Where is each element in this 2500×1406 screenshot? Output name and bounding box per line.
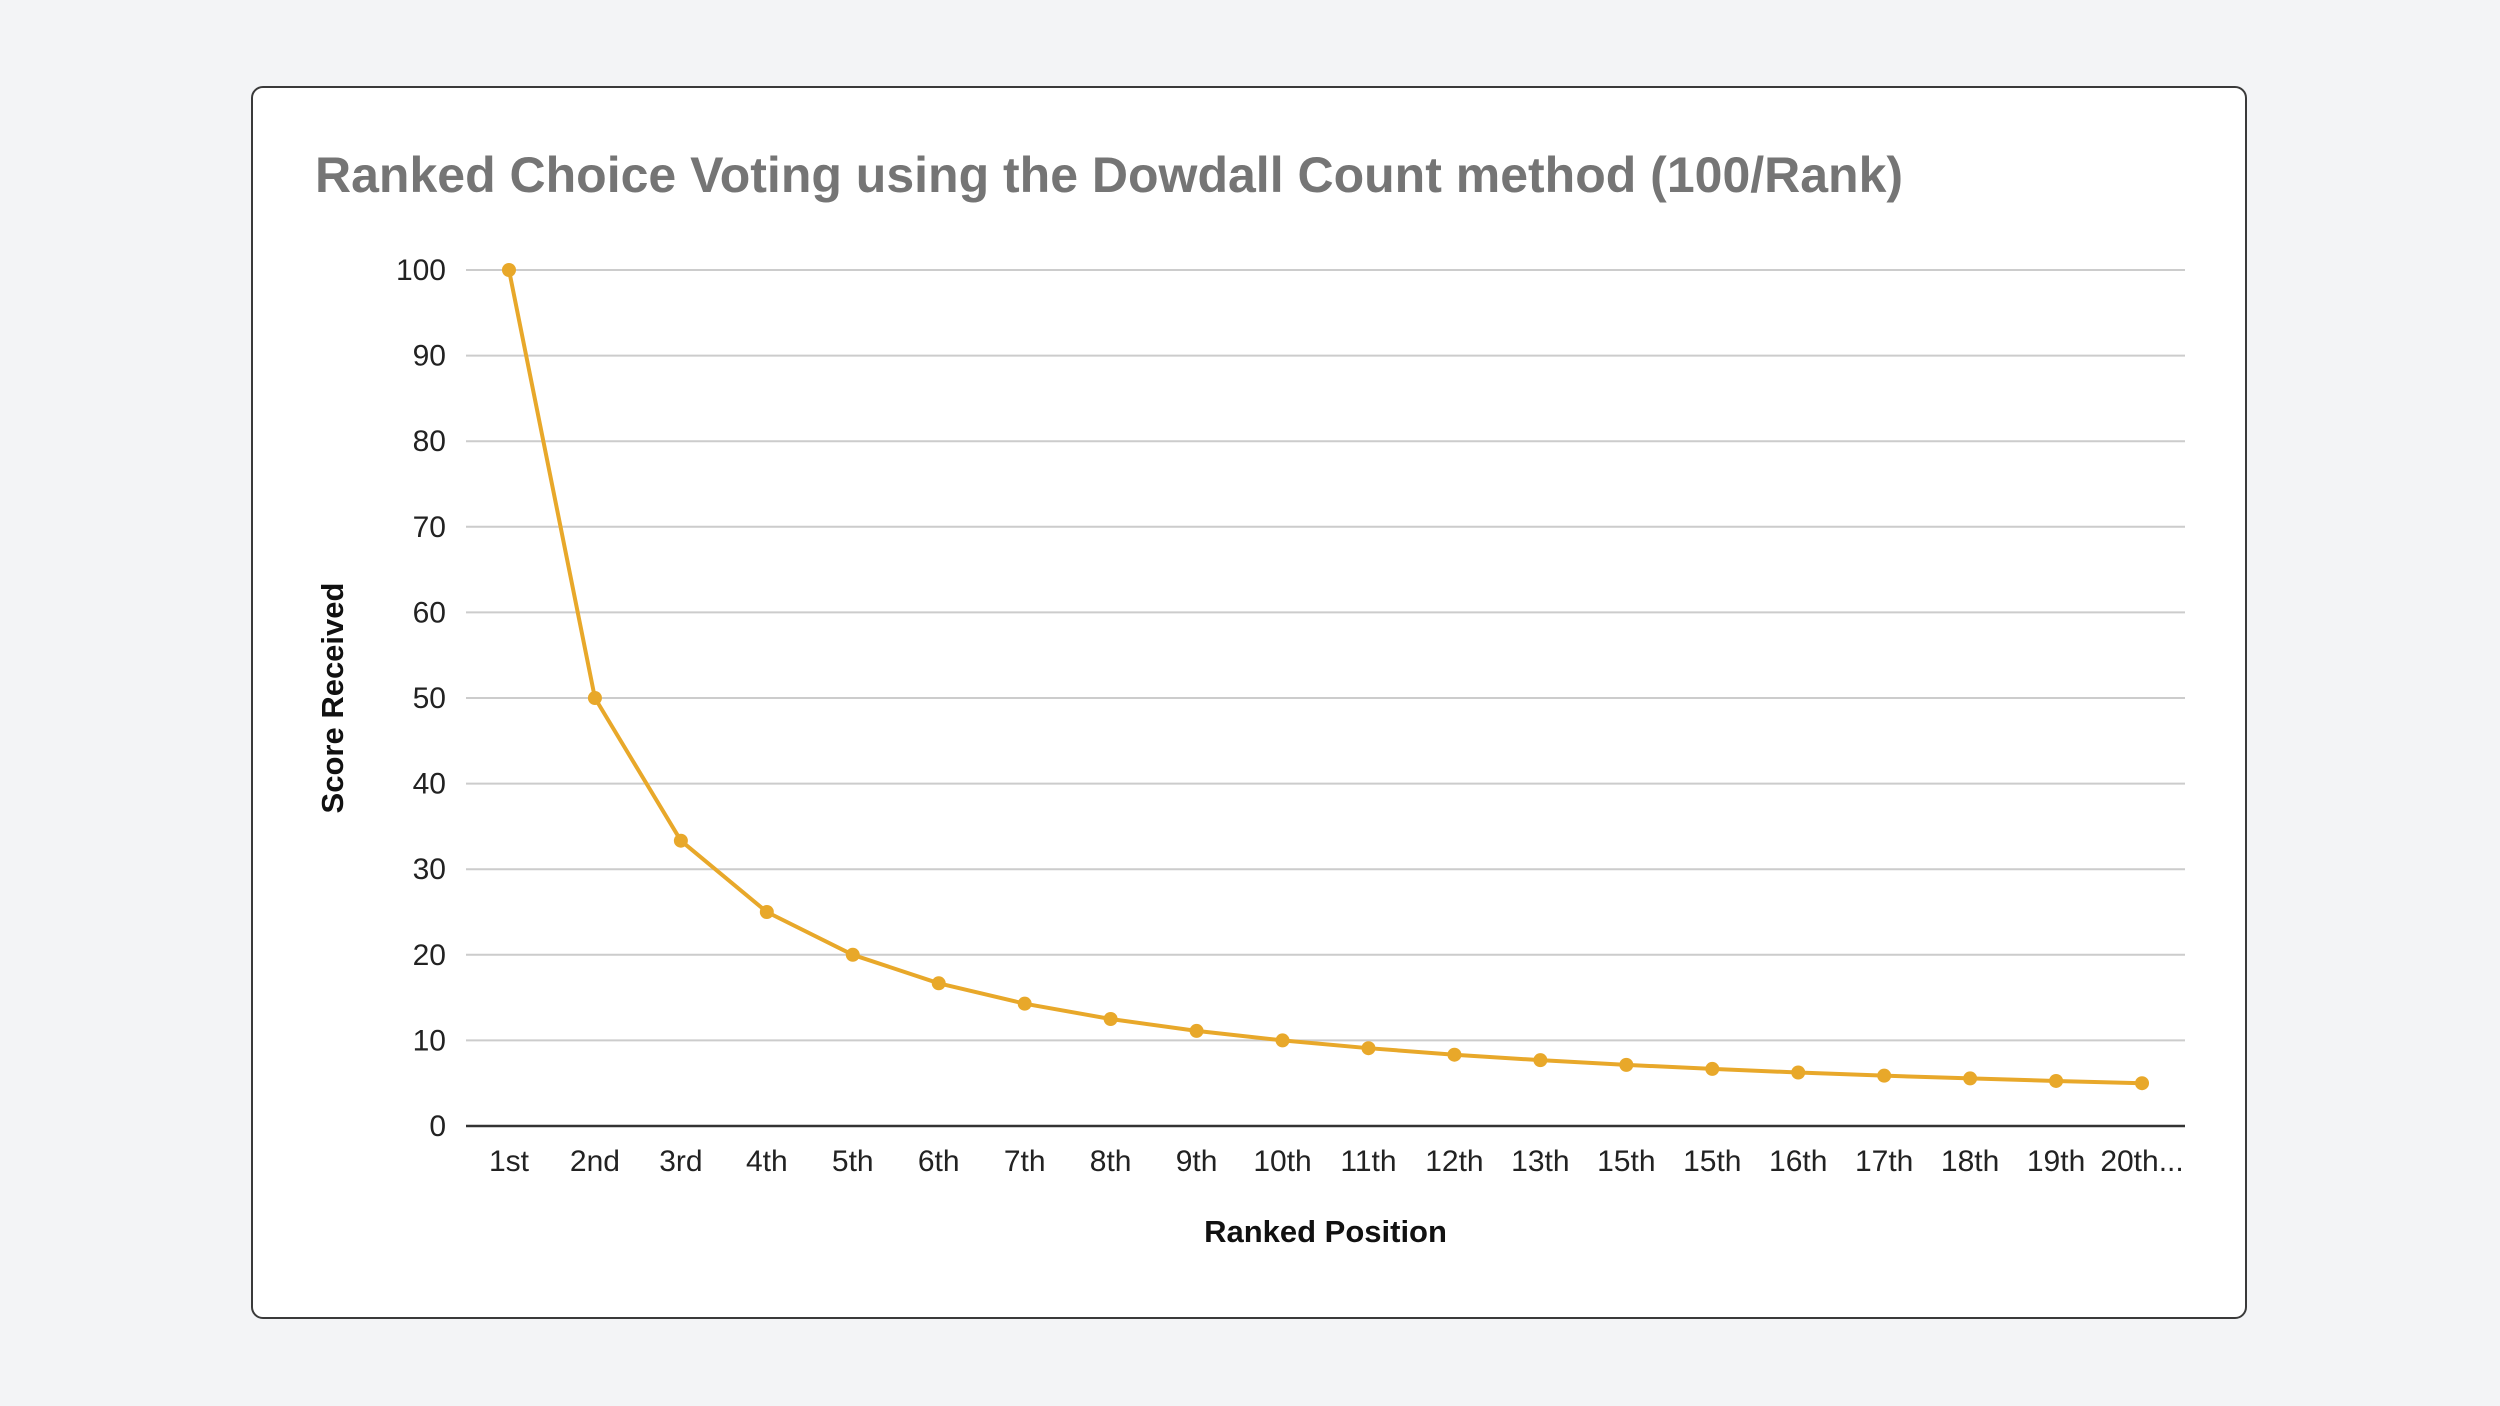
x-tick-label: 12th — [1425, 1145, 1483, 1178]
x-tick-label: 19th — [2027, 1145, 2085, 1178]
x-tick-label: 9th — [1176, 1145, 1218, 1178]
data-point — [1533, 1053, 1548, 1068]
data-point — [1791, 1065, 1806, 1080]
y-tick-label: 100 — [396, 254, 446, 287]
x-tick-label: 16th — [1769, 1145, 1827, 1178]
x-tick-label: 2nd — [570, 1145, 620, 1178]
x-tick-label: 15th — [1683, 1145, 1741, 1178]
y-tick-label: 10 — [413, 1024, 446, 1057]
x-tick-label: 10th — [1253, 1145, 1311, 1178]
x-tick-label: 18th — [1941, 1145, 1999, 1178]
data-point — [1619, 1057, 1634, 1072]
data-point — [673, 833, 688, 848]
data-point — [1877, 1068, 1892, 1083]
y-tick-label: 90 — [413, 340, 446, 373]
x-tick-label: 4th — [746, 1145, 788, 1178]
data-point — [1189, 1023, 1204, 1038]
data-point — [1447, 1047, 1462, 1062]
x-tick-label: 11th — [1340, 1145, 1396, 1178]
x-tick-label: 15th — [1597, 1145, 1655, 1178]
data-point — [1361, 1041, 1376, 1056]
data-point — [1017, 996, 1032, 1011]
series-line — [507, 269, 2143, 1086]
data-point — [759, 905, 774, 919]
x-tick-label: 20th... — [2100, 1145, 2183, 1178]
data-point — [845, 947, 860, 962]
y-tick-label: 60 — [413, 596, 446, 629]
data-point — [2135, 1076, 2150, 1091]
y-tick-label: 50 — [413, 682, 446, 715]
y-tick-label: 80 — [413, 425, 446, 458]
data-point — [587, 691, 602, 705]
y-tick-label: 40 — [413, 768, 446, 801]
data-point — [1705, 1061, 1720, 1076]
x-tick-label: 1st — [489, 1145, 530, 1178]
chart-card: Ranked Choice Voting using the Dowdall C… — [251, 86, 2247, 1319]
x-tick-label: 7th — [1004, 1145, 1046, 1178]
data-point — [2049, 1073, 2064, 1088]
y-tick-label: 20 — [413, 939, 446, 972]
y-tick-label: 30 — [413, 853, 446, 886]
x-axis-title: Ranked Position — [1204, 1214, 1447, 1249]
x-tick-label: 8th — [1090, 1145, 1132, 1178]
data-point — [1275, 1033, 1290, 1048]
y-tick-label: 0 — [429, 1110, 446, 1143]
x-tick-label: 6th — [918, 1145, 960, 1178]
x-tick-label: 13th — [1511, 1145, 1569, 1178]
data-point — [931, 976, 946, 991]
y-axis-title: Score Received — [315, 583, 350, 814]
data-point — [501, 263, 516, 277]
chart-title: Ranked Choice Voting using the Dowdall C… — [315, 147, 1904, 203]
x-tick-label: 3rd — [659, 1145, 702, 1178]
y-tick-label: 70 — [413, 511, 446, 544]
x-tick-label: 5th — [832, 1145, 874, 1178]
line-chart: 0 10 20 30 40 50 60 70 80 90 100 1st 2nd 3rd 4th 5th 6th… — [315, 254, 2185, 1249]
x-tick-label: 17th — [1855, 1145, 1913, 1178]
data-point — [1963, 1071, 1978, 1086]
data-point — [1103, 1012, 1118, 1026]
